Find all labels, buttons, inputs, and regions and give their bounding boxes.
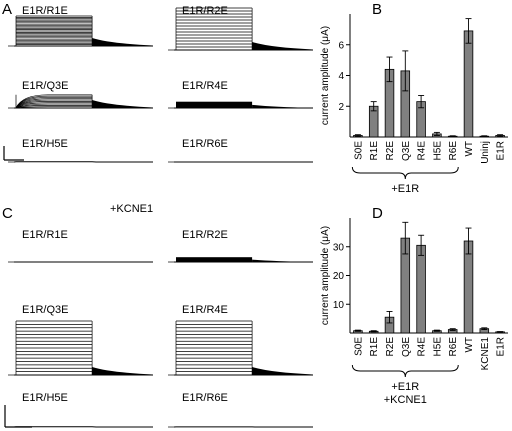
y-tick-label: 6 xyxy=(338,40,344,51)
bar xyxy=(463,240,474,334)
panel-label-b: B xyxy=(372,1,382,18)
x-tick-label: E1R xyxy=(496,141,507,160)
trace-a-t3 xyxy=(8,94,153,109)
trace-label-a-h5e: E1R/H5E xyxy=(22,138,68,150)
trace-c-u4 xyxy=(168,320,313,376)
x-tick-label: WT xyxy=(464,337,475,353)
trace-label-c-q3e: E1R/Q3E xyxy=(22,304,68,316)
x-tick-label: Q3E xyxy=(401,141,412,161)
trace-label-a-r4e: E1R/R4E xyxy=(182,80,228,92)
brace-label-2: +KCNE1 xyxy=(384,394,427,406)
group-brace xyxy=(351,166,459,180)
trace-tail xyxy=(252,42,313,50)
trace-label-c-h5e: E1R/H5E xyxy=(22,392,68,404)
trace-tail xyxy=(252,104,313,108)
x-tick-label: S0E xyxy=(353,337,364,356)
panel-label-c: C xyxy=(2,205,13,222)
trace-a-t2 xyxy=(168,7,313,51)
trace-label-a-r1e: E1R/R1E xyxy=(22,5,68,17)
x-tick-label: R4E xyxy=(417,337,428,357)
x-tick-label: KCNE1 xyxy=(480,337,491,371)
scale-bar-c xyxy=(4,405,32,428)
x-tick-label: R2E xyxy=(385,337,396,357)
trace-tail xyxy=(252,367,313,375)
trace-sweep xyxy=(15,94,93,109)
trace-label-c-r4e: E1R/R4E xyxy=(182,304,228,316)
y-tick-label: 4 xyxy=(338,71,344,82)
trace-tail xyxy=(92,100,153,108)
trace-label-c-r1e: E1R/R1E xyxy=(22,229,68,241)
brace-label: +E1R xyxy=(391,183,419,195)
trace-a-t4 xyxy=(168,101,313,109)
y-tick-label: 30 xyxy=(333,242,345,253)
y-axis-label: current amplitude (μA) xyxy=(320,226,331,325)
x-tick-label: R4E xyxy=(417,141,428,161)
trace-tail xyxy=(92,367,153,375)
bar-chart-b: 2 4 6 current amplitude (μA) S0E R1E R2E Q3E R4E… xyxy=(320,14,508,195)
x-tick-label: E1R xyxy=(496,337,507,356)
x-tick-label: R2E xyxy=(385,141,396,161)
trace-label-a-q3e: E1R/Q3E xyxy=(22,80,68,92)
bar xyxy=(463,30,474,138)
current-traces xyxy=(8,7,313,428)
panel-label-d: D xyxy=(372,205,383,222)
x-tick-label: WT xyxy=(464,141,475,157)
group-brace xyxy=(351,364,459,378)
trace-block xyxy=(176,257,253,262)
trace-c-u3 xyxy=(8,320,153,376)
trace-label-c-r2e: E1R/R2E xyxy=(182,229,228,241)
x-tick-label: R6E xyxy=(448,141,459,161)
trace-tail xyxy=(92,38,153,46)
brace-label: +E1R xyxy=(391,381,419,393)
trace-block xyxy=(176,101,253,108)
scale-bar-a xyxy=(3,146,24,161)
trace-tail xyxy=(252,259,313,262)
x-tick-label: R1E xyxy=(369,337,380,357)
x-tick-label: Uninj xyxy=(480,141,491,164)
x-tick-label: R1E xyxy=(369,141,380,161)
trace-label-c-r6e: E1R/R6E xyxy=(182,392,228,404)
x-tick-label: H5E xyxy=(432,141,443,161)
x-tick-label: H5E xyxy=(432,337,443,357)
trace-c-u2 xyxy=(168,257,313,263)
panel-label-a: A xyxy=(2,1,12,18)
x-tick-label: R6E xyxy=(448,337,459,357)
trace-a-t1 xyxy=(8,15,153,47)
bar xyxy=(416,244,426,334)
y-tick-label: 2 xyxy=(338,102,344,113)
y-axis-label: current amplitude (μA) xyxy=(320,26,331,125)
x-tick-label: S0E xyxy=(353,141,364,160)
x-tick-label: Q3E xyxy=(401,337,412,357)
trace-label-a-r6e: E1R/R6E xyxy=(182,138,228,150)
y-tick-label: 20 xyxy=(333,271,345,282)
y-tick-label: 10 xyxy=(333,300,345,311)
kcne1-label: +KCNE1 xyxy=(110,203,153,215)
